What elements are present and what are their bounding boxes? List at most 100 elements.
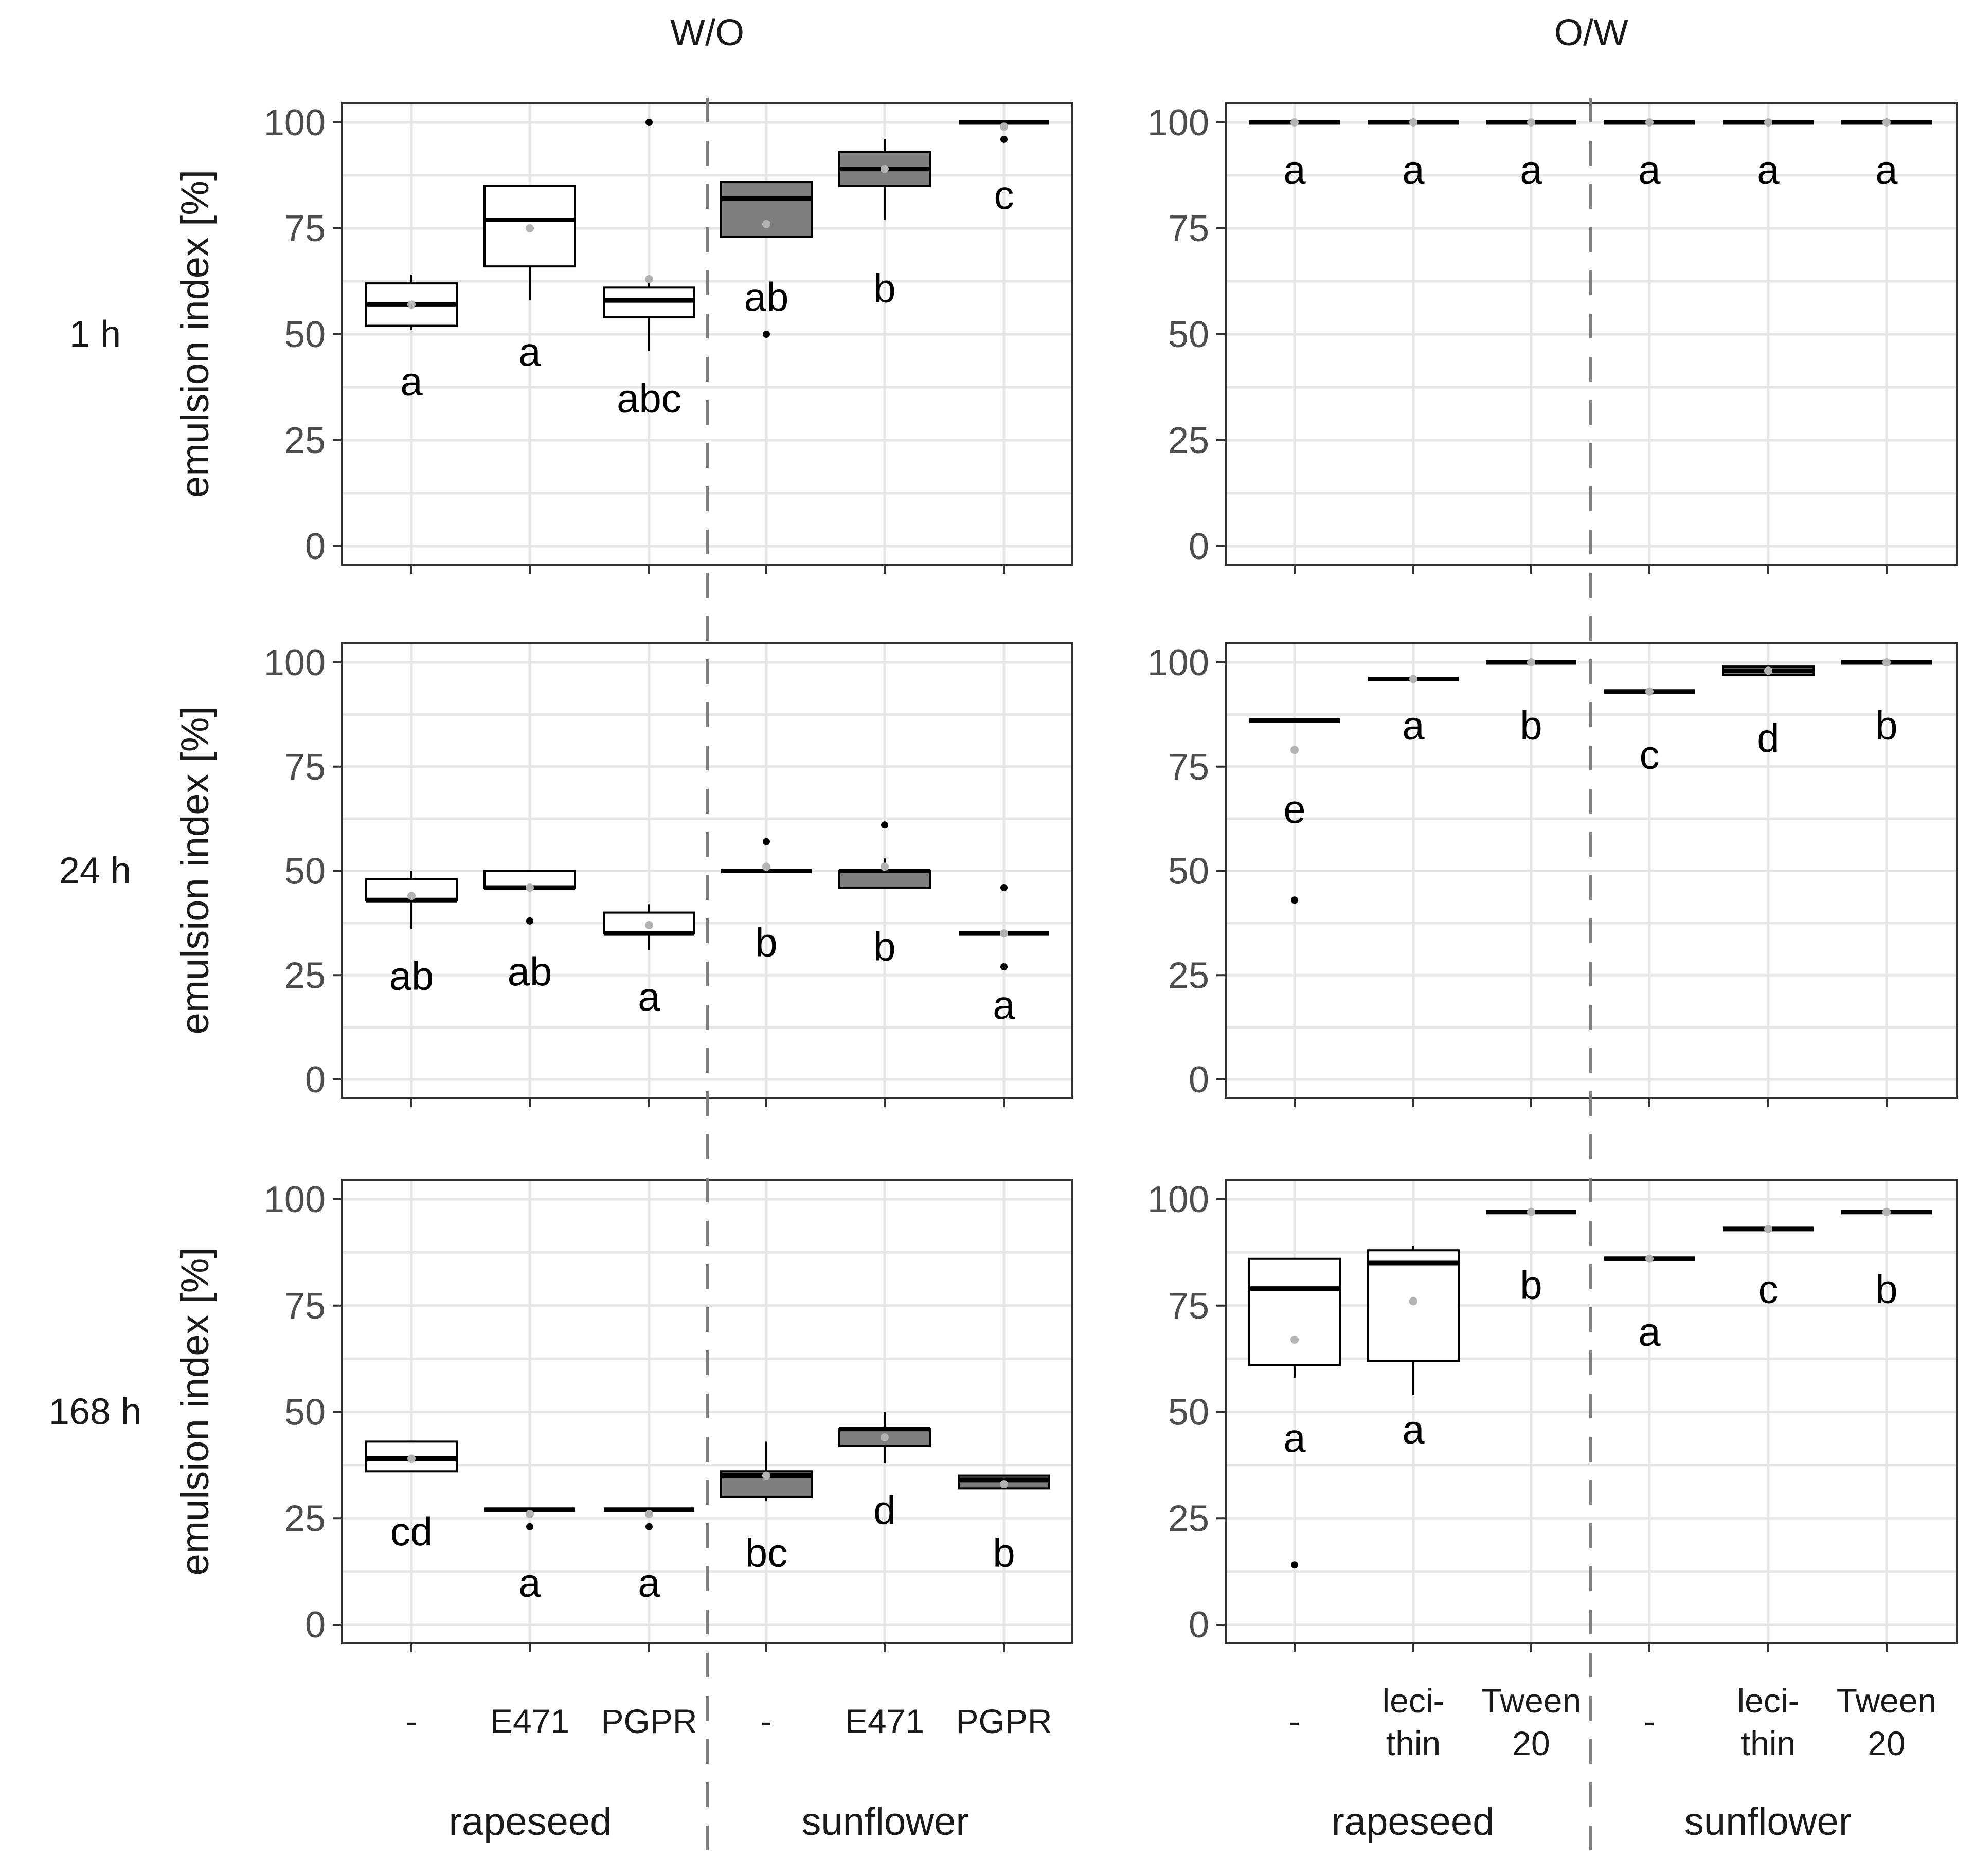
outlier-point xyxy=(1000,883,1008,891)
outlier-point xyxy=(1000,963,1008,971)
y-tick-label: 50 xyxy=(284,1392,326,1433)
y-tick-label: 0 xyxy=(1189,1604,1209,1646)
significance-letter: a xyxy=(518,329,541,374)
significance-letter: a xyxy=(1402,1407,1425,1452)
y-tick-label: 25 xyxy=(1168,955,1209,996)
category-label: leci- xyxy=(1382,1682,1444,1720)
mean-point xyxy=(1882,658,1891,666)
y-tick-label: 75 xyxy=(1168,208,1209,249)
category-label: - xyxy=(406,1702,417,1740)
category-label: thin xyxy=(1386,1724,1441,1762)
significance-letter: ab xyxy=(389,953,434,998)
significance-letter: e xyxy=(1283,786,1305,832)
significance-letter: c xyxy=(994,172,1014,218)
significance-letter: ab xyxy=(744,274,789,319)
y-tick-label: 75 xyxy=(1168,747,1209,788)
significance-letter: b xyxy=(1520,703,1542,748)
significance-letter: a xyxy=(1638,147,1661,192)
significance-letter: d xyxy=(1757,715,1779,761)
box-body xyxy=(1248,1257,1341,1366)
mean-point xyxy=(1409,675,1417,683)
mean-point xyxy=(1882,118,1891,127)
mean-point xyxy=(1290,1335,1299,1344)
significance-letter: a xyxy=(1283,1415,1306,1460)
mean-point xyxy=(1290,118,1299,127)
mean-point xyxy=(1527,118,1535,127)
mean-point xyxy=(1290,746,1299,754)
mean-point xyxy=(1764,666,1772,675)
outlier-point xyxy=(645,119,653,126)
mean-point xyxy=(526,1509,534,1518)
significance-letter: d xyxy=(873,1488,895,1533)
outlier-point xyxy=(1000,135,1008,143)
y-tick-label: 25 xyxy=(284,1498,326,1539)
column-title: W/O xyxy=(670,12,744,53)
y-tick-label: 25 xyxy=(284,955,326,996)
significance-letter: a xyxy=(1402,703,1425,748)
row-label-time: 24 h xyxy=(59,851,131,892)
category-label: - xyxy=(1289,1702,1300,1740)
significance-letter: a xyxy=(1283,147,1306,192)
category-label: 20 xyxy=(1512,1724,1550,1762)
group-label: sunflower xyxy=(801,1800,968,1844)
significance-letter: a xyxy=(993,982,1015,1027)
y-tick-label: 0 xyxy=(1189,1059,1209,1101)
row-label-time: 1 h xyxy=(69,314,121,355)
significance-letter: bc xyxy=(745,1530,787,1575)
outlier-point xyxy=(526,1523,533,1530)
y-tick-label: 75 xyxy=(1168,1286,1209,1327)
mean-point xyxy=(762,1471,770,1480)
outlier-point xyxy=(763,838,770,845)
y-tick-label: 75 xyxy=(284,747,326,788)
significance-letter: a xyxy=(638,1560,660,1605)
outlier-point xyxy=(1291,896,1298,904)
significance-letter: ab xyxy=(508,949,552,994)
outlier-point xyxy=(645,1523,653,1530)
group-label: sunflower xyxy=(1684,1800,1852,1844)
significance-letter: b xyxy=(993,1530,1015,1575)
mean-point xyxy=(1882,1207,1891,1216)
mean-point xyxy=(762,220,770,228)
frame-layer xyxy=(333,102,1958,1652)
category-label: E471 xyxy=(845,1702,924,1740)
significance-letter: c xyxy=(1640,732,1660,777)
outlier-point xyxy=(763,331,770,338)
y-tick-label: 75 xyxy=(284,208,326,249)
y-tick-label: 25 xyxy=(1168,1498,1209,1539)
y-axis-title: emulsion index [%] xyxy=(173,170,217,498)
outlier-point xyxy=(881,821,888,829)
mean-point xyxy=(1645,118,1654,127)
y-tick-label: 100 xyxy=(1147,102,1209,143)
mean-point xyxy=(1645,687,1654,696)
category-label: - xyxy=(761,1702,772,1740)
significance-letter: b xyxy=(873,924,895,969)
mean-point xyxy=(881,862,889,871)
mean-point xyxy=(1527,1207,1535,1216)
significance-letter: b xyxy=(1875,703,1897,748)
significance-letter: b xyxy=(1875,1267,1897,1312)
y-tick-label: 100 xyxy=(264,102,326,143)
y-tick-label: 0 xyxy=(1189,526,1209,567)
y-tick-label: 0 xyxy=(305,1604,326,1646)
mean-point xyxy=(1527,658,1535,666)
significance-letter: b xyxy=(1520,1262,1542,1307)
y-tick-label: 75 xyxy=(284,1286,326,1327)
significance-letter: c xyxy=(1758,1267,1779,1312)
box-body xyxy=(838,870,931,889)
y-tick-label: 100 xyxy=(264,642,326,683)
category-label: Tween xyxy=(1837,1682,1936,1720)
category-label: leci- xyxy=(1737,1682,1799,1720)
mean-point xyxy=(645,921,653,929)
significance-letter: cd xyxy=(390,1509,433,1554)
row-label-time: 168 h xyxy=(49,1392,141,1433)
y-tick-label: 25 xyxy=(1168,420,1209,461)
y-tick-label: 50 xyxy=(284,851,326,892)
y-tick-label: 0 xyxy=(305,1059,326,1101)
category-label: PGPR xyxy=(956,1702,1052,1740)
y-tick-label: 100 xyxy=(1147,1179,1209,1220)
mean-point xyxy=(407,892,416,900)
y-axis-title: emulsion index [%] xyxy=(173,707,217,1035)
